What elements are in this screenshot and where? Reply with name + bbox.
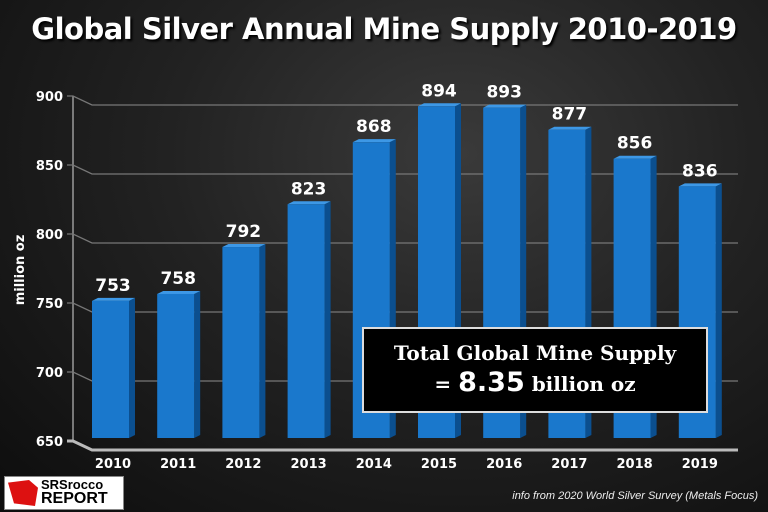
x-tick-label: 2017 bbox=[551, 457, 587, 472]
y-tick-label: 900 bbox=[36, 90, 63, 105]
data-label: 877 bbox=[552, 105, 588, 125]
logo-line1: SRSrocco bbox=[41, 477, 104, 492]
y-axis-label: million oz bbox=[13, 235, 28, 306]
gridline bbox=[67, 233, 738, 244]
bar-side bbox=[194, 290, 201, 438]
bar bbox=[222, 247, 260, 438]
bar-side bbox=[259, 244, 266, 438]
bar-top bbox=[157, 290, 201, 294]
bar-top bbox=[678, 183, 722, 187]
bar-top bbox=[222, 244, 266, 248]
x-tick-label: 2014 bbox=[356, 457, 392, 472]
y-tick-label: 650 bbox=[36, 435, 63, 450]
data-label: 856 bbox=[617, 134, 653, 154]
bar bbox=[287, 204, 325, 438]
data-label: 823 bbox=[291, 179, 327, 199]
bar-top bbox=[613, 155, 657, 159]
logo-line2: REPORT bbox=[41, 490, 108, 507]
data-label: 758 bbox=[160, 269, 196, 289]
gridline bbox=[67, 95, 738, 106]
chart-title: Global Silver Annual Mine Supply 2010-20… bbox=[31, 12, 737, 46]
data-label: 753 bbox=[95, 276, 131, 296]
y-tick-label: 700 bbox=[36, 366, 63, 381]
source-note: info from 2020 World Silver Survey (Meta… bbox=[512, 490, 758, 502]
bar-top bbox=[352, 139, 396, 143]
bar-top bbox=[287, 201, 331, 205]
y-tick-label: 750 bbox=[36, 297, 63, 312]
x-tick-label: 2018 bbox=[617, 457, 653, 472]
gridline bbox=[67, 302, 738, 313]
logo-map-icon bbox=[8, 480, 38, 506]
bar-side bbox=[715, 183, 722, 438]
bar-top bbox=[483, 104, 527, 108]
data-label: 868 bbox=[356, 117, 392, 137]
srsrocco-logo: SRSrocco REPORT bbox=[4, 476, 124, 510]
annotation-line1: Total Global Mine Supply bbox=[393, 341, 677, 365]
data-label: 792 bbox=[226, 222, 262, 242]
y-tick-label: 850 bbox=[36, 159, 63, 174]
bar-top bbox=[92, 297, 135, 301]
annotation-prefix: = bbox=[434, 372, 459, 396]
gridline bbox=[67, 439, 738, 452]
x-tick-label: 2012 bbox=[225, 457, 261, 472]
data-label: 836 bbox=[682, 161, 718, 181]
x-tick-label: 2011 bbox=[160, 457, 196, 472]
data-label: 893 bbox=[486, 83, 522, 103]
bar-top bbox=[548, 126, 592, 130]
annotation-suffix: billion oz bbox=[524, 372, 636, 396]
data-label: 894 bbox=[421, 81, 457, 101]
bar-side bbox=[324, 201, 331, 438]
annotation-value: 8.35 bbox=[458, 367, 525, 398]
bar-top bbox=[418, 103, 461, 107]
bar-side bbox=[129, 297, 135, 438]
x-tick-label: 2010 bbox=[95, 457, 131, 472]
x-tick-label: 2013 bbox=[291, 457, 327, 472]
y-tick-label: 800 bbox=[36, 228, 63, 243]
gridline bbox=[67, 164, 738, 175]
x-tick-label: 2015 bbox=[421, 457, 457, 472]
x-tick-label: 2016 bbox=[486, 457, 522, 472]
x-tick-label: 2019 bbox=[682, 457, 718, 472]
bar bbox=[157, 293, 195, 438]
bar bbox=[92, 300, 129, 438]
total-annotation-box: Total Global Mine Supply = 8.35 billion … bbox=[362, 327, 708, 413]
